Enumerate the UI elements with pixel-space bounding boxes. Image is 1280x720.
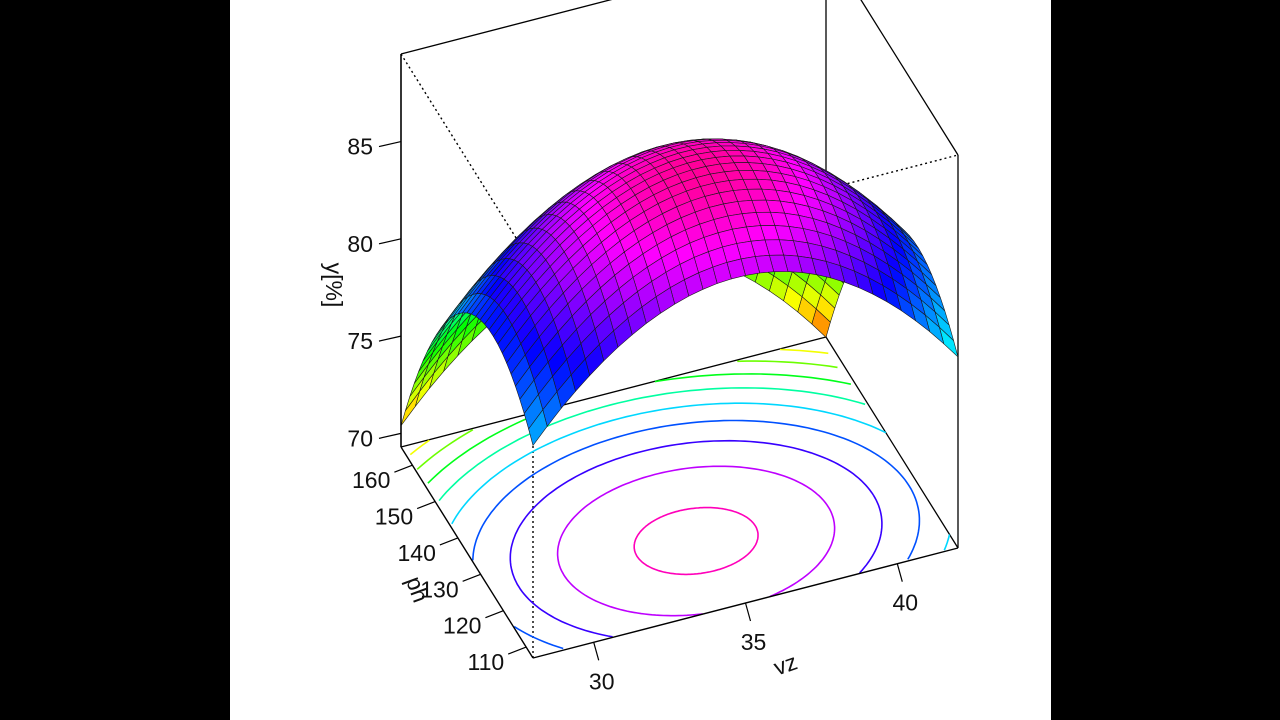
contour-line [409, 348, 829, 456]
y-tick-label: 150 [375, 504, 413, 530]
z-tick-label: 75 [347, 328, 373, 354]
contour-plot [409, 348, 951, 650]
y-tick-label: 120 [443, 613, 481, 639]
axes: 70 75 80 85 110 120 130 140 150 160 30 35 40 [347, 134, 918, 695]
x-tick [593, 642, 600, 661]
box-right-floor-edge [825, 336, 959, 549]
x-tick-label: 35 [741, 629, 767, 655]
y-tick [394, 464, 413, 473]
y-tick [416, 501, 436, 510]
surface-cell [528, 409, 548, 447]
z-tick [378, 432, 402, 439]
x-tick-label: 40 [892, 590, 918, 616]
box-back-top-edge [400, 0, 613, 55]
y-tick [485, 610, 504, 619]
contour-line [633, 506, 759, 576]
y-tick-label: 160 [352, 467, 390, 493]
box-right-top-edge [860, 0, 959, 156]
contour-line [416, 360, 838, 470]
y-tick [439, 537, 459, 546]
z-tick [378, 140, 402, 148]
z-tick-label: 85 [347, 134, 373, 160]
z-tick [378, 335, 402, 342]
surface-mesh [400, 138, 959, 447]
x-tick [744, 602, 752, 622]
x-axis-title: vz [770, 648, 800, 680]
contour-line [556, 465, 836, 617]
z-tick-label: 80 [347, 231, 373, 257]
y-tick [462, 573, 481, 582]
plot-panel [230, 0, 1051, 720]
x-tick-label: 30 [589, 668, 615, 694]
contour-line [472, 419, 921, 650]
contour-line [438, 387, 866, 502]
contour-line [451, 402, 951, 551]
y-tick-label: 130 [420, 576, 458, 602]
z-tick [378, 238, 402, 245]
box-hidden-top-edge-left [400, 53, 534, 266]
z-axis-title: y[%] [321, 263, 347, 308]
box-back-floor-edge [400, 336, 827, 448]
box-hidden-top-edge-right [532, 154, 959, 266]
y-tick-label: 110 [468, 649, 505, 675]
z-tick-label: 70 [347, 425, 373, 451]
y-tick [507, 646, 527, 655]
contour-line [509, 439, 883, 638]
box-front-floor-left-edge [400, 446, 534, 659]
y-tick-label: 140 [398, 540, 436, 566]
x-tick [896, 563, 903, 582]
